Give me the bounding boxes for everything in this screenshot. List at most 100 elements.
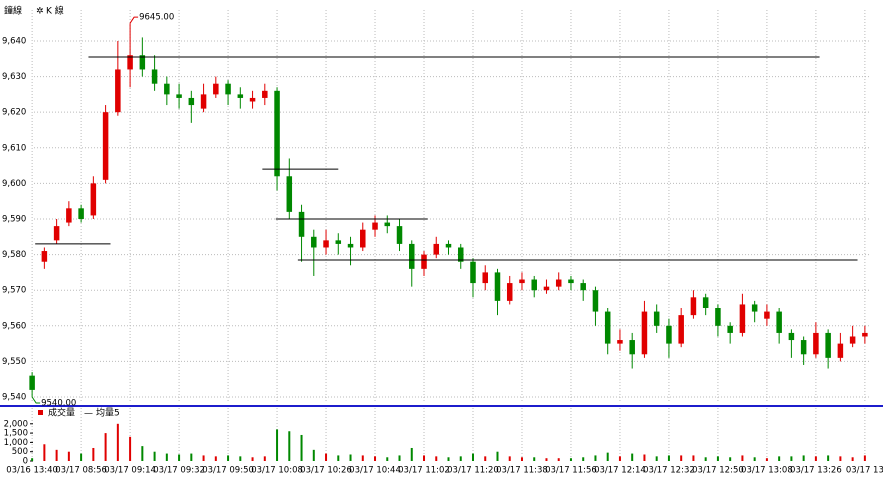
volume-bar <box>839 456 842 461</box>
volume-bar <box>349 454 352 461</box>
tab-icon: ✲ <box>36 7 44 17</box>
volume-bar <box>214 456 217 461</box>
x-tick-label: 03/17 12:50 <box>692 466 744 476</box>
volume-bar <box>631 453 634 461</box>
x-tick-label: 03/17 09:50 <box>202 466 254 476</box>
y-tick-label: 9,550 <box>2 357 26 367</box>
candle-body <box>751 304 758 312</box>
x-tick-label: 03/17 09:32 <box>153 466 205 476</box>
candle-body <box>592 290 599 312</box>
legend-label: 成交量 <box>48 407 75 419</box>
volume-bar <box>239 456 242 461</box>
y-tick-label: 9,600 <box>2 179 26 189</box>
volume-bar <box>471 453 474 461</box>
candle-body <box>360 229 366 248</box>
volume-bar <box>557 458 560 461</box>
y-tick-label: 2,000 <box>4 419 28 429</box>
candle-body <box>188 97 195 106</box>
candle-body <box>164 83 170 95</box>
volume-bar <box>386 457 389 461</box>
candle-body <box>78 208 84 219</box>
volume-bar <box>398 455 401 461</box>
volume-bar <box>374 456 377 461</box>
y-tick-label: 9,620 <box>2 108 26 118</box>
candle-body <box>176 94 182 98</box>
candle-body <box>433 243 440 255</box>
y-tick-label: 9,590 <box>2 214 26 224</box>
x-tick-label: 03/17 13:26 <box>790 466 842 476</box>
volume-bar <box>643 454 646 461</box>
candle-body <box>151 69 158 84</box>
candle-body <box>139 55 146 70</box>
candle-body <box>862 332 868 337</box>
candle-body <box>237 94 244 98</box>
volume-bar <box>178 454 181 461</box>
candle-body <box>445 243 452 248</box>
tab[interactable]: K 線 <box>46 5 64 17</box>
tab[interactable]: 鐘線 <box>4 5 22 17</box>
volume-bar <box>337 455 340 461</box>
x-tick-label: 03/17 12:14 <box>594 466 646 476</box>
volume-bar <box>765 458 768 461</box>
x-tick-label: 03/17 12:32 <box>643 466 695 476</box>
volume-bar <box>165 453 168 461</box>
candle-body <box>800 340 807 355</box>
x-tick-label: 03/17 10:44 <box>349 466 401 476</box>
candle-body <box>568 279 574 284</box>
volume-bar <box>141 446 144 461</box>
volume-bar <box>569 458 572 461</box>
candle-body <box>225 83 231 95</box>
volume-bar <box>778 456 781 461</box>
candle-body <box>825 332 831 358</box>
volume-bar <box>520 457 523 461</box>
candle-body <box>482 272 488 284</box>
candle-body <box>298 211 305 237</box>
volume-bar <box>92 447 95 461</box>
volume-bar <box>288 431 291 461</box>
legend-label: 均量5 <box>96 407 120 419</box>
candle-body <box>764 311 770 319</box>
candle-body <box>494 272 501 301</box>
volume-bar <box>67 451 70 461</box>
volume-bar <box>447 457 450 461</box>
candle-body <box>678 315 684 344</box>
volume-bar <box>753 457 756 461</box>
volume-bar <box>410 447 413 461</box>
y-tick-label: 1,500 <box>4 429 28 439</box>
candle-body <box>213 83 219 95</box>
volume-bar <box>741 455 744 461</box>
candle-body <box>90 183 97 216</box>
y-tick-label: 9,580 <box>2 250 26 260</box>
candle-body <box>470 261 476 284</box>
volume-bar <box>594 455 597 461</box>
volume-bar <box>55 449 58 461</box>
candle-body <box>813 332 819 355</box>
y-tick-label: 1,000 <box>4 438 28 448</box>
volume-bar <box>435 456 438 461</box>
candle-body <box>286 176 293 212</box>
candle-body <box>837 343 844 358</box>
candle-body <box>457 247 464 262</box>
volume-bar <box>484 456 487 461</box>
candle-body <box>384 222 391 227</box>
volume-bar <box>790 456 793 461</box>
y-tick-label: 9,560 <box>2 321 26 331</box>
volume-bar <box>202 455 205 461</box>
candle-body <box>53 226 60 241</box>
candle-body <box>580 283 586 291</box>
candle-body <box>604 311 611 344</box>
candle-body <box>102 112 109 180</box>
y-tick-label: 9,610 <box>2 143 26 153</box>
candle-body <box>739 304 746 333</box>
volume-bar <box>104 433 107 461</box>
x-tick-label: 03/17 10:26 <box>300 466 352 476</box>
candle-body <box>274 90 280 177</box>
volume-bar <box>667 455 670 461</box>
annotation-leader <box>31 396 41 404</box>
candle-body <box>421 254 427 269</box>
volume-bar <box>618 456 621 461</box>
candle-body <box>200 94 207 109</box>
volume-bar <box>496 451 499 461</box>
